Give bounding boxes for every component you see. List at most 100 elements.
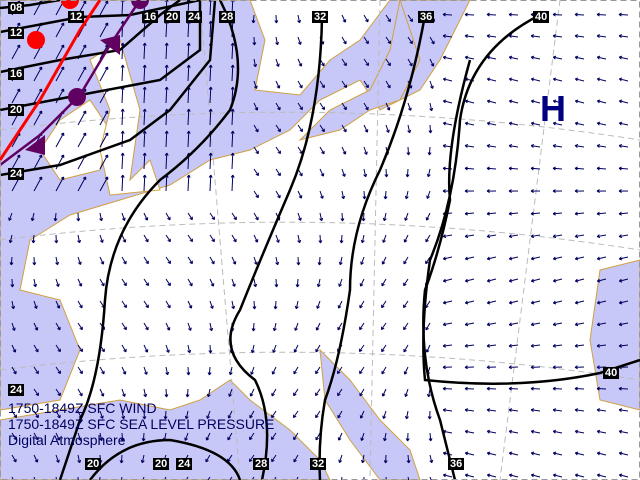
wind-arrow [76, 212, 81, 222]
wind-arrow [77, 476, 79, 480]
wind-arrow [143, 256, 149, 265]
isobar-28 [58, 0, 240, 480]
wind-arrow [99, 22, 109, 38]
wind-arrow [165, 278, 171, 287]
wind-arrow [143, 300, 149, 309]
wind-arrow [77, 432, 82, 441]
warm-front [0, 0, 102, 161]
wind-arrow [574, 451, 585, 456]
wind-arrow [618, 300, 629, 305]
wind-arrow [77, 344, 84, 353]
wind-arrow [99, 66, 109, 82]
wind-arrow [530, 386, 541, 391]
wind-arrow [209, 278, 215, 287]
wind-arrow [341, 80, 348, 89]
wind-arrow [486, 77, 497, 82]
wind-arrow [292, 410, 299, 419]
wind-arrow [464, 278, 475, 283]
wind-arrow [253, 58, 258, 68]
wind-arrow [530, 256, 541, 261]
wind-arrow [55, 322, 61, 331]
wind-arrow [340, 212, 345, 222]
wind-arrow [142, 476, 145, 480]
wind-arrow [315, 366, 321, 375]
wind-arrow [341, 124, 347, 133]
wind-arrow [363, 476, 365, 480]
wind-arrow [164, 130, 169, 148]
wind-arrow [121, 366, 127, 375]
wind-arrow [596, 429, 607, 434]
wind-arrow [185, 476, 189, 480]
wind-arrow [30, 212, 35, 222]
wind-arrow [574, 365, 585, 370]
wind-arrow [464, 166, 475, 171]
wind-arrow [208, 152, 213, 170]
wind-arrow [338, 256, 343, 266]
wind-arrow [77, 110, 87, 126]
wind-arrow [486, 121, 497, 126]
wind-arrow [486, 256, 497, 261]
wind-arrow [596, 121, 607, 126]
wind-arrow [618, 256, 629, 261]
wind-arrow [464, 429, 475, 434]
wind-arrow [596, 166, 607, 171]
wind-arrow [33, 176, 43, 192]
wind-arrow [618, 473, 629, 478]
isobar-36a [318, 14, 427, 480]
wind-arrow [530, 143, 541, 148]
wind-arrow [383, 190, 388, 200]
wind-arrow [552, 278, 563, 283]
wind-arrow [360, 234, 365, 244]
wind-arrow [11, 44, 21, 60]
wind-arrow [231, 278, 236, 287]
wind-arrow [442, 121, 453, 126]
wind-arrow [207, 476, 211, 480]
wind-arrow [464, 121, 475, 126]
wind-arrow [359, 278, 365, 287]
wind-arrow [596, 300, 607, 305]
wind-arrow [486, 234, 497, 239]
wind-arrow [429, 102, 434, 112]
wind-arrow [552, 256, 563, 261]
wind-arrow [275, 124, 281, 133]
wind-arrow [55, 176, 65, 192]
wind-arrow [552, 121, 563, 126]
wind-arrow [317, 256, 322, 266]
wind-arrow [319, 212, 324, 222]
wind-arrow [253, 168, 260, 177]
wind-arrow [486, 473, 497, 478]
wind-arrow [596, 343, 607, 348]
wind-arrow [208, 64, 213, 82]
wind-arrow [337, 322, 343, 331]
wind-arrow [464, 300, 475, 305]
wind-arrow [33, 66, 43, 82]
wind-arrow [508, 143, 519, 148]
wind-arrow [120, 108, 125, 126]
wind-arrow [293, 344, 299, 353]
wind-arrow [187, 344, 192, 354]
wind-arrow [618, 121, 629, 126]
wind-arrow [552, 365, 563, 370]
wind-arrow [99, 476, 101, 480]
wind-arrow [140, 454, 145, 464]
wind-arrow [55, 344, 61, 353]
wind-arrow [315, 410, 321, 419]
wind-arrow [385, 102, 391, 111]
wind-arrow [164, 42, 169, 60]
wind-arrow [530, 343, 541, 348]
isobar-label: 16 [142, 11, 159, 23]
wind-arrow [486, 343, 497, 348]
wind-arrow [442, 234, 453, 239]
wind-arrow [33, 454, 39, 463]
wind-arrow [574, 34, 585, 38]
wind-arrow [428, 124, 433, 134]
wind-arrow [464, 408, 475, 413]
wind-arrow [486, 143, 497, 148]
wind-arrow [363, 80, 369, 89]
wind-arrow [382, 410, 387, 419]
wind-arrow [99, 212, 104, 222]
wind-arrow [429, 454, 434, 464]
wind-arrow [253, 190, 259, 199]
wind-arrow [552, 408, 563, 413]
